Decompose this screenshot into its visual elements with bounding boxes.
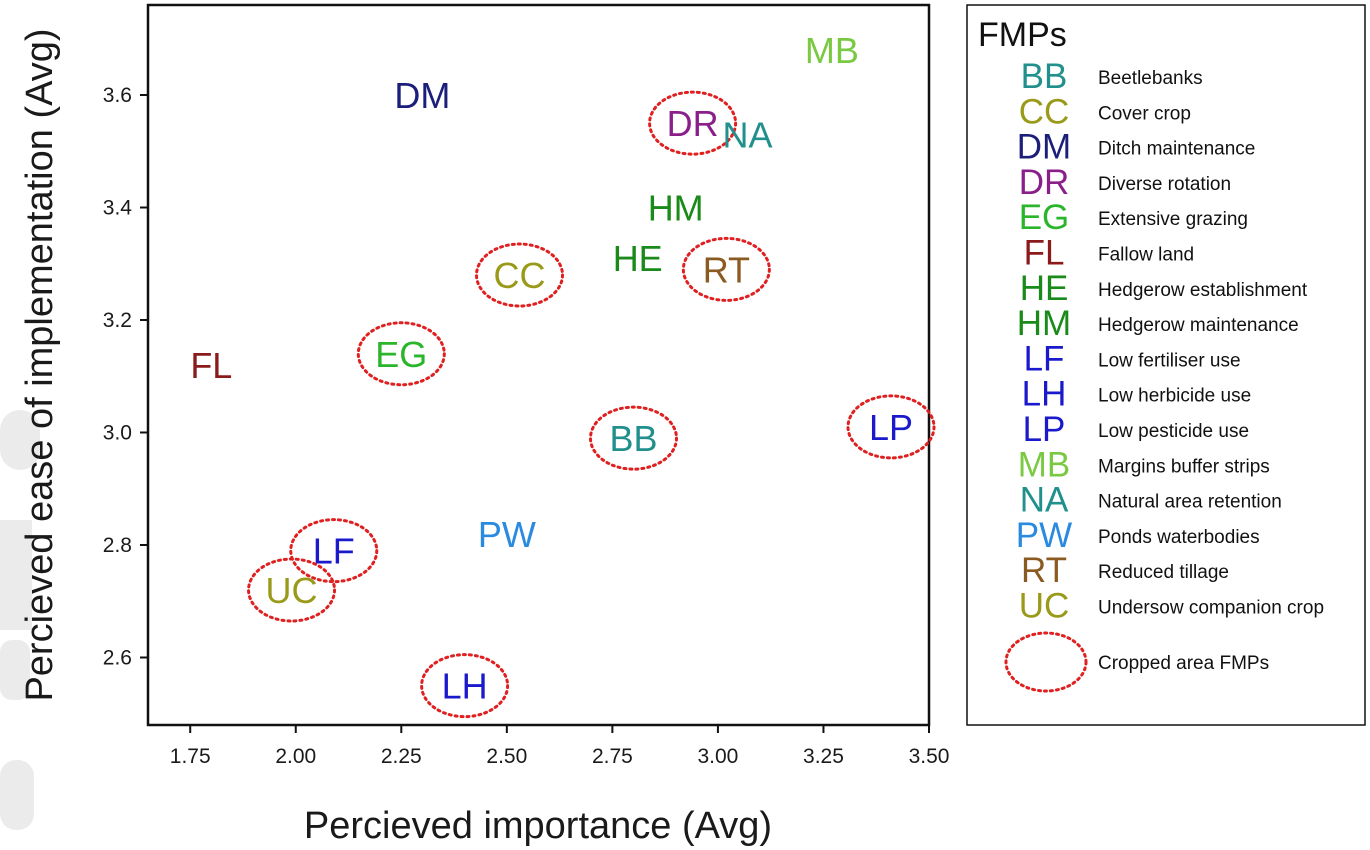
data-point-mb: MB — [805, 30, 859, 71]
data-point-lf: LF — [313, 531, 355, 572]
data-point-bb: BB — [609, 418, 657, 459]
data-point-lh: LH — [442, 666, 488, 707]
data-point-eg: EG — [375, 334, 427, 375]
legend-code-lp: LP — [1023, 410, 1066, 449]
cropped-area-marker-eg — [356, 321, 446, 387]
data-point-na: NA — [722, 114, 772, 155]
data-point-he: HE — [613, 238, 663, 279]
legend-label-lf: Low fertiliser use — [1098, 350, 1241, 371]
legend-label-mb: Margins buffer strips — [1098, 456, 1270, 477]
cropped-area-legend-label: Cropped area FMPs — [1098, 653, 1269, 674]
legend-code-lh: LH — [1022, 375, 1067, 414]
cropped-area-marker-lf — [289, 518, 379, 584]
legend-label-dr: Diverse rotation — [1098, 174, 1231, 195]
data-point-uc: UC — [266, 570, 318, 611]
legend-code-na: NA — [1020, 481, 1069, 520]
data-point-fl: FL — [190, 345, 232, 386]
legend-box — [966, 4, 1366, 726]
data-point-rt: RT — [703, 249, 750, 290]
cropped-area-marker-lh — [420, 653, 510, 719]
legend-code-cc: CC — [1019, 92, 1070, 131]
y-tick-label: 2.8 — [103, 534, 132, 557]
legend-code-hm: HM — [1017, 304, 1071, 343]
x-axis: 1.75 2.00 2.25 2.50 2.75 3.00 3.25 3.50 — [170, 725, 950, 768]
data-point-dm: DM — [394, 75, 450, 116]
x-tick-label: 2.50 — [486, 745, 527, 768]
cropped-area-marker-uc — [247, 557, 337, 623]
y-tick-label: 3.4 — [103, 197, 133, 220]
legend-code-eg: EG — [1019, 198, 1070, 237]
legend-code-dr: DR — [1019, 163, 1070, 202]
cropped-area-legend-marker — [1004, 631, 1088, 693]
legend-title: FMPs — [978, 16, 1067, 54]
cropped-area-marker-lp — [846, 394, 936, 460]
cropped-area-marker-bb — [588, 405, 678, 471]
y-tick-label: 3.6 — [103, 84, 132, 107]
legend-code-dm: DM — [1017, 128, 1071, 167]
legend-code-rt: RT — [1021, 551, 1067, 590]
legend-label-bb: Beetlebanks — [1098, 68, 1203, 89]
legend-label-uc: Undersow companion crop — [1098, 598, 1324, 619]
y-axis-title: Percieved ease of implementation (Avg) — [19, 28, 61, 701]
plot-area — [146, 3, 931, 727]
legend-label-he: Hedgerow establishment — [1098, 280, 1308, 301]
legend-code-mb: MB — [1018, 445, 1071, 484]
legend-code-lf: LF — [1024, 339, 1065, 378]
x-tick-label: 2.00 — [275, 745, 316, 768]
legend-label-rt: Reduced tillage — [1098, 562, 1229, 583]
y-tick-label: 3.2 — [103, 309, 132, 332]
legend-entries: BB Beetlebanks CC Cover crop DM Ditch mainten… — [1016, 57, 1324, 626]
legend-code-pw: PW — [1016, 516, 1072, 555]
x-tick-label: 2.25 — [381, 745, 422, 768]
legend-label-dm: Ditch maintenance — [1098, 139, 1255, 160]
legend-label-hm: Hedgerow maintenance — [1098, 315, 1299, 336]
data-point-lp: LP — [869, 407, 913, 448]
legend: FMPs BB Beetlebanks CC Cover crop DM Ditch ma… — [966, 4, 1366, 726]
cropped-area-marker-dr — [648, 90, 738, 156]
legend-code-fl: FL — [1024, 234, 1065, 273]
x-tick-label: 3.00 — [697, 745, 738, 768]
x-tick-label: 1.75 — [170, 745, 211, 768]
legend-label-na: Natural area retention — [1098, 492, 1282, 513]
legend-code-bb: BB — [1021, 57, 1068, 96]
legend-label-pw: Ponds waterbodies — [1098, 527, 1260, 548]
legend-label-lp: Low pesticide use — [1098, 421, 1249, 442]
data-point-pw: PW — [478, 514, 536, 555]
cropped-area-marker-rt — [681, 236, 771, 302]
y-tick-label: 3.0 — [103, 422, 132, 445]
legend-label-cc: Cover crop — [1098, 103, 1191, 124]
legend-label-lh: Low herbicide use — [1098, 386, 1251, 407]
data-point-cc: CC — [494, 255, 546, 296]
legend-code-he: HE — [1020, 269, 1069, 308]
x-tick-label: 3.50 — [909, 745, 950, 768]
watermark — [0, 410, 40, 830]
plot-border — [146, 3, 931, 727]
data-point-hm: HM — [648, 188, 704, 229]
legend-label-fl: Fallow land — [1098, 245, 1194, 266]
legend-label-eg: Extensive grazing — [1098, 209, 1248, 230]
x-tick-label: 3.25 — [803, 745, 844, 768]
y-tick-label: 2.6 — [103, 647, 132, 670]
x-axis-title: Percieved importance (Avg) — [304, 805, 772, 847]
legend-code-uc: UC — [1019, 587, 1070, 626]
y-axis: 2.6 2.8 3.0 3.2 3.4 3.6 — [103, 84, 148, 670]
x-tick-label: 2.75 — [592, 745, 633, 768]
data-point-dr: DR — [667, 103, 719, 144]
cropped-area-marker-cc — [475, 242, 565, 308]
